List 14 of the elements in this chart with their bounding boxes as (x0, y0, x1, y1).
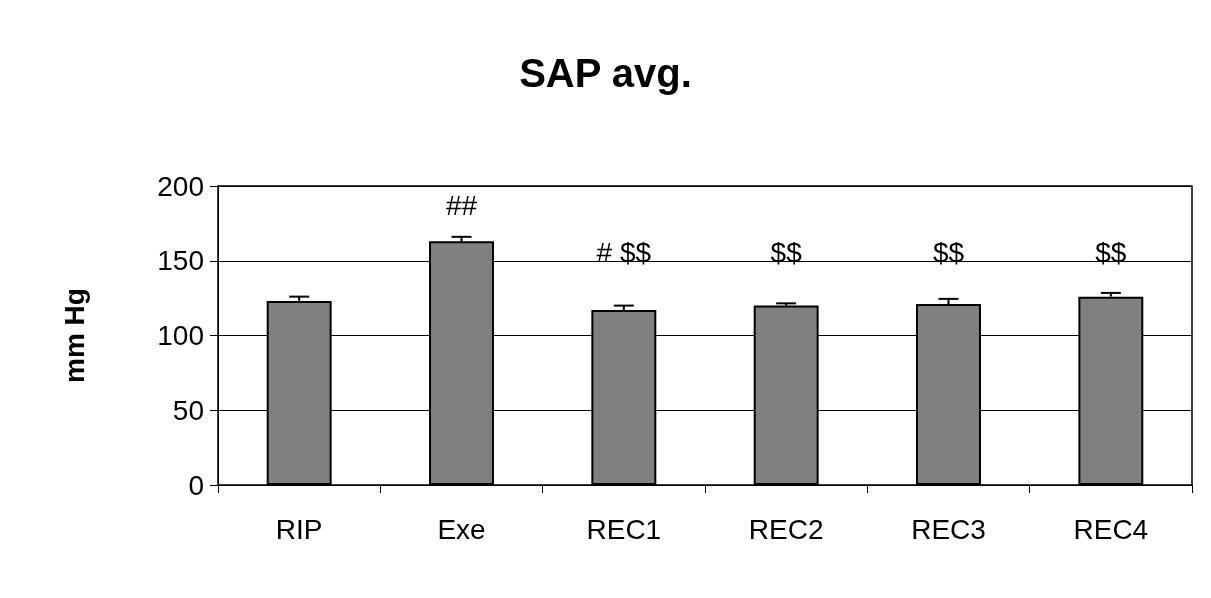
annotation: ## (445, 190, 478, 222)
chart-title: SAP avg. (519, 51, 692, 95)
x-tick-label: Exe (437, 513, 486, 545)
y-axis-title: mm Hg (58, 288, 90, 383)
x-tick-label: REC4 (1073, 513, 1149, 545)
y-tick-label: 0 (188, 469, 204, 501)
y-tick-label: 200 (157, 170, 204, 202)
y-tick-label: 100 (157, 320, 204, 351)
x-tick-label: REC3 (911, 513, 986, 545)
x-tick-label: REC2 (748, 513, 824, 545)
y-tick-label: 50 (172, 394, 204, 426)
x-tick-label: REC1 (586, 513, 662, 545)
x-tick-label: RIP (275, 513, 323, 545)
y-tick-label: 150 (157, 245, 204, 277)
